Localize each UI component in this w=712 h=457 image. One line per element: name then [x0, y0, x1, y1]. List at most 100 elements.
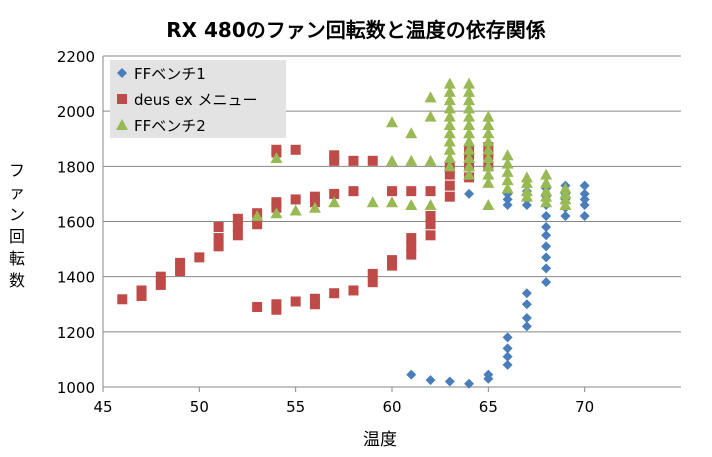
data-point	[387, 186, 397, 197]
legend-background	[110, 60, 286, 138]
data-point	[252, 219, 263, 230]
data-point	[444, 169, 455, 180]
data-point	[520, 171, 533, 183]
data-point	[444, 191, 455, 202]
y-tick-label: 1400	[57, 269, 95, 287]
data-point	[541, 263, 552, 274]
data-point	[213, 233, 224, 244]
legend-marker	[117, 94, 127, 104]
data-point	[136, 285, 147, 296]
data-point	[540, 168, 553, 180]
data-point	[348, 155, 359, 166]
data-point	[559, 187, 572, 199]
data-point	[463, 127, 476, 139]
data-point	[443, 94, 456, 106]
data-point	[270, 152, 283, 164]
data-point	[290, 194, 301, 205]
data-point	[541, 222, 552, 233]
data-point	[424, 110, 437, 122]
data-point	[501, 174, 514, 186]
data-point	[559, 198, 572, 210]
data-point	[443, 152, 456, 164]
data-point	[559, 182, 572, 194]
data-point	[482, 110, 495, 122]
data-point	[579, 210, 590, 221]
data-point	[309, 191, 320, 202]
data-point	[213, 241, 224, 252]
data-point	[271, 197, 282, 208]
data-point	[502, 359, 513, 370]
data-point	[520, 190, 533, 202]
data-point	[309, 293, 320, 304]
chart-title: RX 480のファン回転数と温度の依存関係	[166, 18, 546, 42]
data-point	[521, 299, 532, 310]
data-point	[117, 294, 128, 305]
data-point	[541, 230, 552, 241]
x-tick-label: 60	[382, 398, 401, 416]
data-point	[463, 160, 476, 172]
data-point	[406, 186, 417, 197]
data-point	[175, 266, 186, 277]
data-point	[136, 290, 147, 301]
data-point	[463, 85, 476, 97]
data-point	[348, 285, 359, 296]
data-point	[463, 168, 476, 180]
data-point	[502, 332, 513, 343]
data-point	[308, 201, 321, 213]
data-point	[501, 157, 514, 169]
data-point	[425, 219, 436, 230]
data-point	[482, 118, 495, 130]
data-point	[579, 180, 590, 191]
x-tick-label: 65	[479, 398, 498, 416]
data-point	[424, 91, 437, 103]
data-point	[463, 118, 476, 130]
data-point	[541, 252, 552, 263]
data-point	[425, 230, 436, 241]
data-point	[270, 207, 283, 219]
data-point	[251, 209, 264, 221]
data-point	[406, 249, 417, 260]
data-point	[406, 233, 417, 244]
y-tick-label: 1800	[57, 158, 95, 176]
data-point	[290, 144, 301, 155]
data-point	[232, 222, 243, 233]
data-point	[502, 194, 513, 205]
data-point	[541, 210, 552, 221]
data-point	[329, 150, 340, 161]
data-point	[502, 343, 513, 354]
data-point	[483, 373, 494, 384]
legend-label: FFベンチ1	[134, 65, 206, 83]
data-point	[540, 185, 553, 197]
tick-labels: 1000 1200 1400 1600 1800 2000 2200 45 50 55 60 65 70	[57, 48, 594, 416]
data-point	[443, 160, 456, 172]
x-tick-label: 50	[190, 398, 209, 416]
data-point	[579, 199, 590, 210]
data-point	[290, 296, 301, 307]
data-point	[425, 375, 436, 386]
data-point	[540, 176, 553, 188]
data-point	[443, 143, 456, 155]
data-point	[405, 154, 418, 166]
data-point	[579, 194, 590, 205]
data-point	[406, 241, 417, 252]
data-point	[406, 369, 417, 380]
data-point	[560, 210, 571, 221]
data-point	[482, 168, 495, 180]
legend: FFベンチ1 deus ex メニュー FFベンチ2	[110, 60, 286, 138]
x-tick-label: 45	[93, 398, 112, 416]
data-point	[271, 304, 282, 315]
data-point	[155, 279, 166, 290]
legend-marker	[117, 68, 127, 78]
x-tick-label: 55	[286, 398, 305, 416]
data-point	[425, 210, 436, 221]
data-point	[463, 143, 476, 155]
data-point	[482, 160, 495, 172]
data-point	[194, 252, 205, 263]
data-point	[443, 110, 456, 122]
data-point	[367, 277, 378, 288]
data-point	[386, 196, 398, 208]
data-point	[329, 288, 340, 299]
data-point	[367, 155, 378, 166]
data-point	[482, 176, 495, 188]
data-point	[386, 116, 398, 128]
